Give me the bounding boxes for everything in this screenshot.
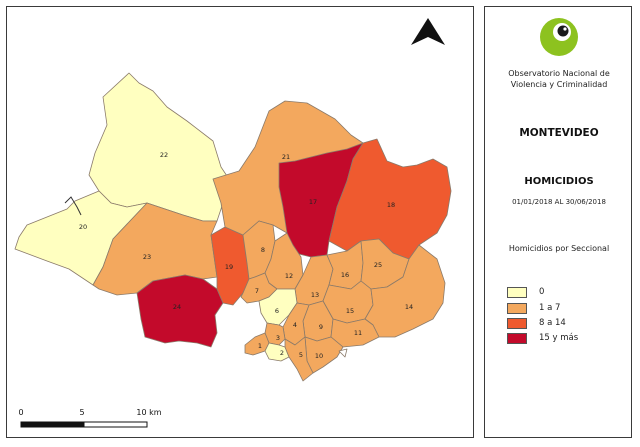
- seccional-label-24: 24: [173, 303, 181, 311]
- legend-swatch: [507, 333, 527, 344]
- eye-logo-icon: [540, 18, 578, 56]
- seccional-label-7: 7: [255, 287, 259, 295]
- scale-label-5: 5: [79, 408, 84, 417]
- seccional-22[interactable]: [88, 72, 230, 222]
- seccional-label-5: 5: [299, 351, 303, 359]
- seccional-label-19: 19: [225, 263, 233, 271]
- legend-label: 15 y más: [539, 333, 579, 343]
- legend-title: Homicidios por Seccional: [508, 244, 610, 253]
- legend-panel: Observatorio Nacional de Violencia y Cri…: [484, 6, 632, 438]
- choropleth-map: 22 20 23 24 19 21 17 18 8 12 7 13 16 25 …: [14, 18, 452, 428]
- seccional-5[interactable]: [284, 336, 314, 382]
- north-arrow-icon: [411, 18, 445, 45]
- seccional-label-17: 17: [309, 198, 317, 206]
- city-title: MONTEVIDEO: [519, 127, 599, 139]
- seccional-label-10: 10: [315, 352, 323, 360]
- seccional-label-9: 9: [319, 323, 323, 331]
- inlet-shape: [338, 348, 348, 358]
- seccional-label-8: 8: [261, 246, 265, 254]
- border-tick-mark: [64, 196, 82, 216]
- map-frame: 22 20 23 24 19 21 17 18 8 12 7 13 16 25 …: [6, 6, 474, 438]
- legend-label: 0: [539, 287, 545, 297]
- seccional-label-20: 20: [79, 223, 87, 231]
- org-name-line1: Observatorio Nacional de: [508, 69, 610, 78]
- scale-label-0: 0: [18, 408, 23, 417]
- seccional-labels: 22 20 23 24 19 21 17 18 8 12 7 13 16 25 …: [79, 151, 413, 360]
- seccional-label-6: 6: [275, 307, 279, 315]
- seccional-label-25: 25: [374, 261, 382, 269]
- seccional-label-12: 12: [285, 272, 293, 280]
- seccional-label-4: 4: [293, 321, 297, 329]
- seccional-label-2: 2: [280, 349, 284, 357]
- seccional-label-16: 16: [341, 271, 349, 279]
- seccional-label-21: 21: [282, 153, 290, 161]
- legend-swatch: [507, 318, 527, 329]
- seccional-label-1: 1: [258, 342, 262, 350]
- legend-label: 1 a 7: [539, 303, 561, 313]
- seccional-11[interactable]: [330, 318, 380, 348]
- org-name-line2: Violencia y Criminalidad: [510, 80, 608, 89]
- seccional-label-15: 15: [346, 307, 354, 315]
- scale-label-10km: 10 km: [136, 408, 161, 417]
- legend-swatch: [507, 303, 527, 314]
- seccional-label-13: 13: [311, 291, 319, 299]
- seccional-24[interactable]: [136, 274, 224, 348]
- seccional-label-14: 14: [405, 303, 413, 311]
- date-range: 01/01/2018 AL 30/06/2018: [512, 198, 606, 206]
- seccional-label-11: 11: [354, 329, 362, 337]
- seccional-label-18: 18: [387, 201, 395, 209]
- seccional-label-22: 22: [160, 151, 168, 159]
- seccional-label-3: 3: [276, 334, 280, 342]
- topic-title: HOMICIDIOS: [524, 176, 594, 187]
- scale-bar: 0 5 10 km: [18, 408, 162, 428]
- legend-label: 8 a 14: [539, 318, 566, 328]
- seccional-label-23: 23: [143, 253, 151, 261]
- legend-swatch: [507, 287, 527, 298]
